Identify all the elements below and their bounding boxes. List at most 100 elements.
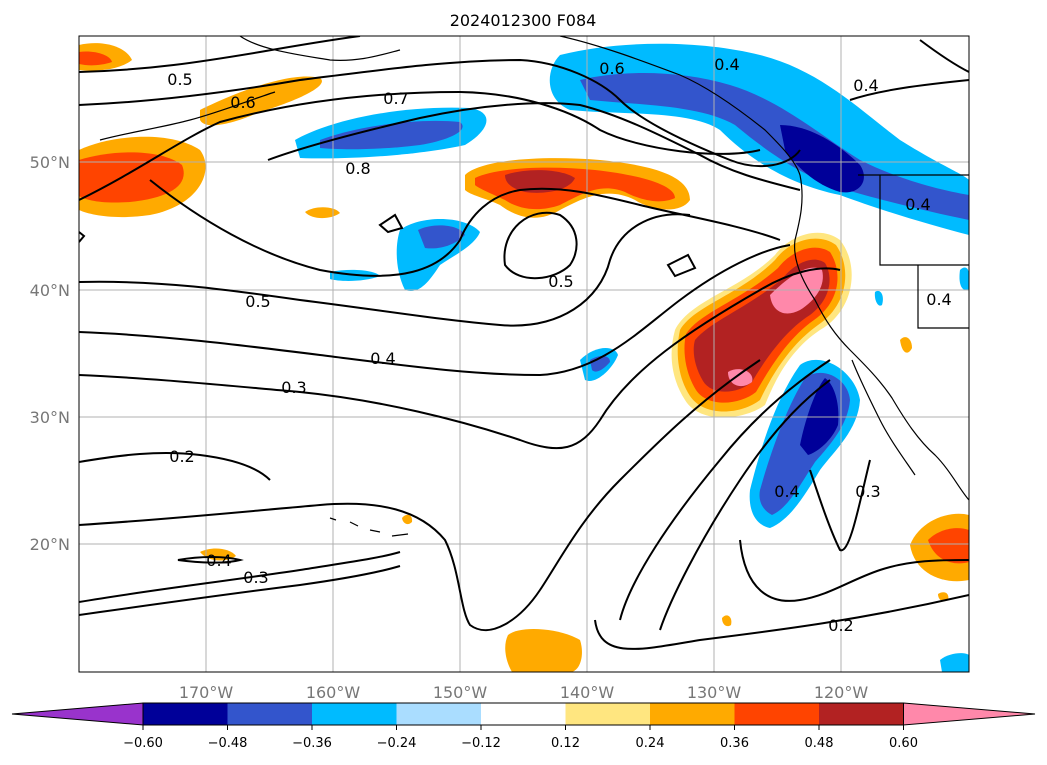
contour-label: 0.5 — [167, 70, 192, 89]
map-title: 2024012300 F084 — [450, 11, 597, 30]
contour-line — [79, 551, 401, 603]
fill-region — [305, 207, 340, 219]
colorbar: −0.60 −0.48 −0.36 −0.24 −0.12 0.12 0.24 0.36 0.4… — [11, 702, 1036, 751]
contour-label: 0.4 — [926, 290, 951, 309]
contour-line — [79, 231, 86, 243]
fill-region — [780, 125, 864, 193]
contour-line — [619, 359, 831, 631]
lon-tick-label: 130°W — [687, 683, 742, 702]
colorbar-segment — [565, 703, 651, 725]
lat-tick-label: 50°N — [30, 153, 70, 172]
contour-line — [177, 556, 244, 564]
coastlines — [99, 36, 969, 537]
contour-label: 0.4 — [370, 349, 395, 368]
fill-region — [938, 592, 949, 602]
contour-label: 0.4 — [206, 551, 231, 570]
west-coast-north-america — [793, 174, 969, 501]
baja-california-coast — [851, 359, 916, 476]
colorbar-tick-label: 0.48 — [805, 736, 834, 751]
colorbar-segment — [396, 703, 482, 725]
contour-line — [149, 179, 781, 277]
contour-line — [79, 58, 801, 167]
contour-line — [79, 90, 761, 201]
contour-line — [79, 36, 361, 73]
colorbar-tick-label: −0.12 — [461, 736, 501, 751]
hawaii-islands — [329, 517, 409, 537]
filled-anomaly-layer — [79, 43, 969, 672]
colorbar-segment — [481, 703, 566, 725]
contour-line — [267, 102, 801, 191]
contour-line — [79, 565, 401, 616]
contour-line — [809, 459, 871, 552]
fill-region — [728, 369, 753, 387]
contour-label: 0.3 — [281, 378, 306, 397]
contour-label: 0.6 — [230, 93, 255, 112]
contour-label: 0.3 — [243, 568, 268, 587]
contour-label: 0.6 — [599, 59, 624, 78]
contour-labels: 0.5 0.6 0.7 0.8 0.5 0.4 0.3 0.2 0.3 0.4 … — [167, 55, 951, 635]
contour-label: 0.4 — [774, 482, 799, 501]
colorbar-tick-label: −0.60 — [123, 736, 163, 751]
colorbar-tick-label: 0.60 — [889, 736, 918, 751]
colorbar-tick-label: −0.24 — [377, 736, 417, 751]
contour-line — [378, 213, 404, 234]
contour-label: 0.3 — [855, 482, 880, 501]
colorbar-segment — [734, 703, 820, 725]
fill-region — [505, 628, 582, 672]
contour-label: 0.8 — [345, 159, 370, 178]
fill-region — [940, 653, 969, 672]
contour-line — [79, 267, 841, 450]
lon-tick-label: 120°W — [814, 683, 869, 702]
map-frame — [78, 35, 970, 673]
contour-line — [919, 39, 969, 73]
colorbar-tick-label: 0.36 — [720, 736, 749, 751]
colorbar-tick-label: 0.24 — [636, 736, 665, 751]
fill-region — [770, 267, 823, 314]
us-state-borders — [858, 174, 969, 329]
colorbar-segment — [227, 703, 313, 725]
fill-region — [79, 152, 184, 203]
colorbar-segment — [650, 703, 735, 725]
fill-region — [418, 225, 465, 249]
latitude-axis: 50°N 40°N 30°N 20°N — [30, 153, 70, 554]
lat-tick-label: 40°N — [30, 281, 70, 300]
fill-region — [580, 73, 969, 221]
colorbar-tick-label: 0.12 — [551, 736, 580, 751]
fill-region — [959, 267, 969, 291]
alaska-southeast-coast — [559, 36, 801, 176]
fill-region — [402, 514, 413, 525]
colorbar-segment — [143, 703, 228, 725]
colorbar-extend-high — [903, 702, 1036, 726]
fill-region — [200, 76, 322, 126]
contour-line — [79, 244, 791, 377]
longitude-axis: 170°W 160°W 150°W 140°W 130°W 120°W — [179, 683, 869, 702]
colorbar-outline — [142, 702, 904, 726]
contour-line — [739, 539, 969, 602]
fill-region — [320, 120, 463, 150]
lat-tick-label: 20°N — [30, 535, 70, 554]
contour-layer — [79, 36, 969, 650]
colorbar-tick-label: −0.48 — [208, 736, 248, 751]
lon-tick-label: 140°W — [560, 683, 615, 702]
fill-region — [928, 528, 969, 564]
colorbar-segment — [312, 703, 397, 725]
colorbar-segment — [819, 703, 904, 725]
contour-line — [594, 594, 969, 650]
map-panel: 0.5 0.6 0.7 0.8 0.5 0.4 0.3 0.2 0.3 0.4 … — [79, 36, 969, 672]
contour-label: 0.4 — [905, 195, 930, 214]
lon-tick-label: 150°W — [433, 683, 488, 702]
contour-line — [79, 359, 761, 631]
fill-region — [505, 170, 575, 193]
contour-line — [79, 452, 271, 481]
lon-tick-label: 170°W — [179, 683, 234, 702]
fill-region — [900, 337, 912, 353]
colorbar-tick-label: −0.36 — [292, 736, 332, 751]
contour-line — [79, 213, 691, 327]
contour-label: 0.2 — [169, 447, 194, 466]
contour-line — [666, 253, 697, 278]
contour-label: 0.4 — [853, 76, 878, 95]
fill-region — [722, 615, 732, 627]
contour-label: 0.5 — [548, 272, 573, 291]
alaska-peninsula-coast — [99, 36, 401, 141]
